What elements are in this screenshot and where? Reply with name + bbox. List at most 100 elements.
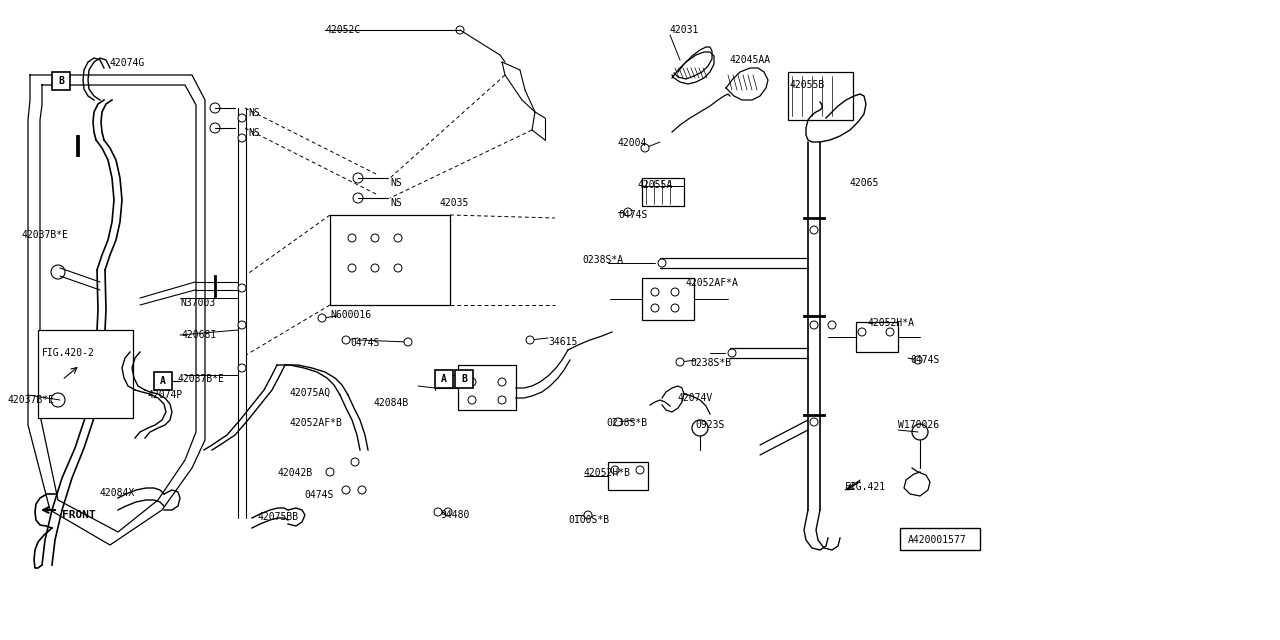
- Text: FIG.420-2: FIG.420-2: [42, 348, 95, 358]
- Text: NS: NS: [390, 198, 402, 208]
- Text: 42037B*E: 42037B*E: [22, 230, 69, 240]
- Text: 0474S: 0474S: [305, 490, 333, 500]
- Text: 42052C: 42052C: [325, 25, 360, 35]
- Circle shape: [371, 264, 379, 272]
- Text: N37003: N37003: [180, 298, 215, 308]
- Circle shape: [676, 358, 684, 366]
- Bar: [454, 370, 474, 388]
- Text: 42052AF*B: 42052AF*B: [291, 418, 343, 428]
- Text: 42055A: 42055A: [637, 180, 673, 190]
- Bar: [643, 278, 694, 320]
- Text: 42042B: 42042B: [278, 468, 314, 478]
- Text: 94480: 94480: [440, 510, 470, 520]
- Text: 0474S: 0474S: [618, 210, 648, 220]
- Text: 0100S*B: 0100S*B: [568, 515, 609, 525]
- Text: B: B: [58, 76, 64, 86]
- Circle shape: [434, 508, 442, 516]
- Circle shape: [858, 328, 867, 336]
- Circle shape: [611, 466, 620, 474]
- Circle shape: [326, 468, 334, 476]
- Bar: [788, 72, 852, 120]
- Circle shape: [641, 144, 649, 152]
- Circle shape: [498, 378, 506, 386]
- Circle shape: [658, 259, 666, 267]
- Circle shape: [351, 458, 358, 466]
- Text: 0238S*A: 0238S*A: [582, 255, 623, 265]
- Circle shape: [914, 356, 922, 364]
- Text: W170026: W170026: [899, 420, 940, 430]
- Text: 34615: 34615: [548, 337, 577, 347]
- Bar: [900, 528, 980, 550]
- Circle shape: [468, 396, 476, 404]
- Circle shape: [348, 264, 356, 272]
- Text: NS: NS: [248, 128, 260, 138]
- Text: 0923S: 0923S: [695, 420, 724, 430]
- Text: 42075BB: 42075BB: [259, 512, 300, 522]
- Circle shape: [652, 304, 659, 312]
- Bar: [608, 462, 648, 490]
- Circle shape: [348, 234, 356, 242]
- Circle shape: [526, 336, 534, 344]
- Text: 42004: 42004: [618, 138, 648, 148]
- Text: 0238S*B: 0238S*B: [605, 418, 648, 428]
- Text: 0474S: 0474S: [349, 338, 379, 348]
- Text: FRONT: FRONT: [61, 510, 96, 520]
- Text: 42084X: 42084X: [100, 488, 136, 498]
- Text: 42074G: 42074G: [110, 58, 145, 68]
- Bar: [435, 370, 453, 388]
- Text: 42037B*E: 42037B*E: [178, 374, 225, 384]
- Circle shape: [652, 288, 659, 296]
- Circle shape: [342, 486, 349, 494]
- Circle shape: [728, 349, 736, 357]
- Circle shape: [810, 418, 818, 426]
- Circle shape: [625, 208, 632, 216]
- Text: 42031: 42031: [669, 25, 699, 35]
- Text: A: A: [160, 376, 166, 386]
- Text: 42055B: 42055B: [790, 80, 826, 90]
- Text: 0238S*B: 0238S*B: [690, 358, 731, 368]
- Circle shape: [394, 234, 402, 242]
- Circle shape: [671, 288, 678, 296]
- Text: 42084B: 42084B: [374, 398, 410, 408]
- Circle shape: [238, 284, 246, 292]
- Text: 42075AQ: 42075AQ: [291, 388, 332, 398]
- Text: 42045AA: 42045AA: [730, 55, 771, 65]
- Circle shape: [238, 114, 246, 122]
- Circle shape: [404, 338, 412, 346]
- Bar: [643, 178, 684, 206]
- Circle shape: [886, 328, 893, 336]
- Text: 42068I: 42068I: [182, 330, 218, 340]
- Text: 0474S: 0474S: [910, 355, 940, 365]
- Text: B: B: [461, 374, 467, 384]
- Circle shape: [584, 511, 591, 519]
- Circle shape: [810, 226, 818, 234]
- Text: 42052AF*A: 42052AF*A: [686, 278, 739, 288]
- Circle shape: [342, 336, 349, 344]
- Bar: [38, 330, 133, 418]
- Text: A420001577: A420001577: [908, 535, 966, 545]
- Bar: [52, 72, 70, 90]
- Circle shape: [317, 314, 326, 322]
- Text: 42065: 42065: [850, 178, 879, 188]
- Text: NS: NS: [390, 178, 402, 188]
- Bar: [856, 322, 899, 352]
- Circle shape: [371, 234, 379, 242]
- Bar: [154, 372, 172, 390]
- Circle shape: [238, 364, 246, 372]
- Text: FIG.421: FIG.421: [845, 482, 886, 492]
- Text: 42052H*B: 42052H*B: [584, 468, 631, 478]
- Text: NS: NS: [248, 108, 260, 118]
- Text: 42052H*A: 42052H*A: [868, 318, 915, 328]
- Text: N600016: N600016: [330, 310, 371, 320]
- Circle shape: [468, 378, 476, 386]
- Circle shape: [238, 134, 246, 142]
- Text: 42074P: 42074P: [148, 390, 183, 400]
- Circle shape: [498, 396, 506, 404]
- Circle shape: [614, 418, 622, 426]
- Circle shape: [810, 321, 818, 329]
- Text: 42037B*E: 42037B*E: [8, 395, 55, 405]
- Circle shape: [444, 508, 452, 516]
- Circle shape: [358, 486, 366, 494]
- Circle shape: [394, 264, 402, 272]
- Text: A: A: [442, 374, 447, 384]
